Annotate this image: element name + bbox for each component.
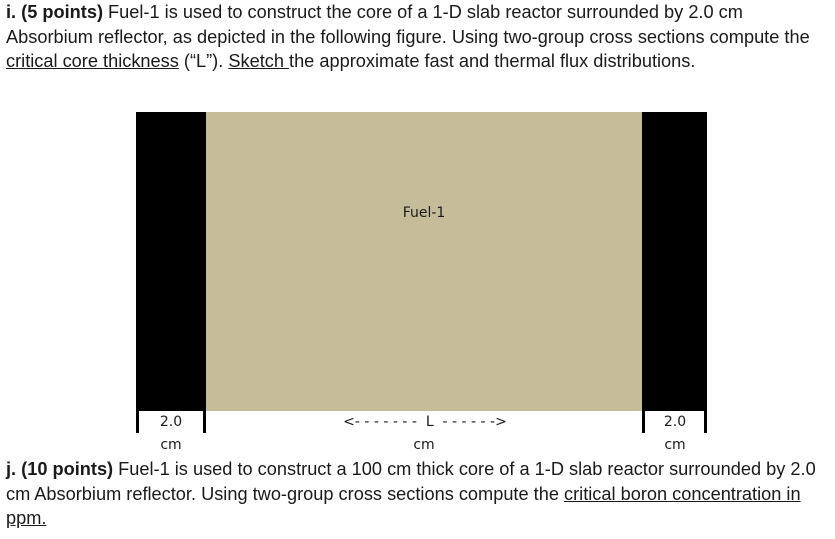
question-i-text-2: (“L”).: [178, 51, 229, 71]
right-reflector-unit: cm: [664, 437, 686, 453]
question-i-text-3: the approximate fast and thermal flux di…: [289, 51, 696, 71]
fuel-core: [206, 112, 642, 411]
right-reflector-outer-edge: [704, 411, 707, 433]
question-i: i. (5 points) Fuel-1 is used to construc…: [6, 0, 832, 74]
question-i-text-1: Fuel-1 is used to construct the core of …: [6, 2, 810, 47]
left-reflector-inner-edge: [203, 411, 206, 433]
right-reflector-thickness: 2.0: [663, 414, 687, 430]
left-reflector-unit: cm: [160, 437, 182, 453]
right-reflector: [642, 112, 707, 411]
critical-boron-concentration: critical boron concentration in ppm.: [6, 483, 801, 529]
question-j-text-1: Fuel-1 is used to construct a 100 cm thi…: [6, 459, 816, 504]
sketch-word: Sketch: [228, 51, 290, 71]
left-reflector-thickness: 2.0: [159, 414, 183, 430]
question-j-label: j. (10 points): [6, 459, 114, 479]
left-reflector-outer-edge: [136, 411, 139, 433]
core-label: Fuel-1: [402, 205, 446, 221]
left-reflector: [136, 112, 206, 411]
critical-core-thickness: critical core thickness: [6, 51, 179, 71]
question-j: j. (10 points) Fuel-1 is used to constru…: [6, 457, 832, 531]
core-dimension-unit: cm: [413, 437, 435, 453]
question-i-label: i. (5 points): [6, 2, 103, 22]
core-dimension-arrow: <- - - - - - - L - - - - - ->: [343, 414, 507, 430]
right-reflector-inner-edge: [642, 411, 645, 433]
